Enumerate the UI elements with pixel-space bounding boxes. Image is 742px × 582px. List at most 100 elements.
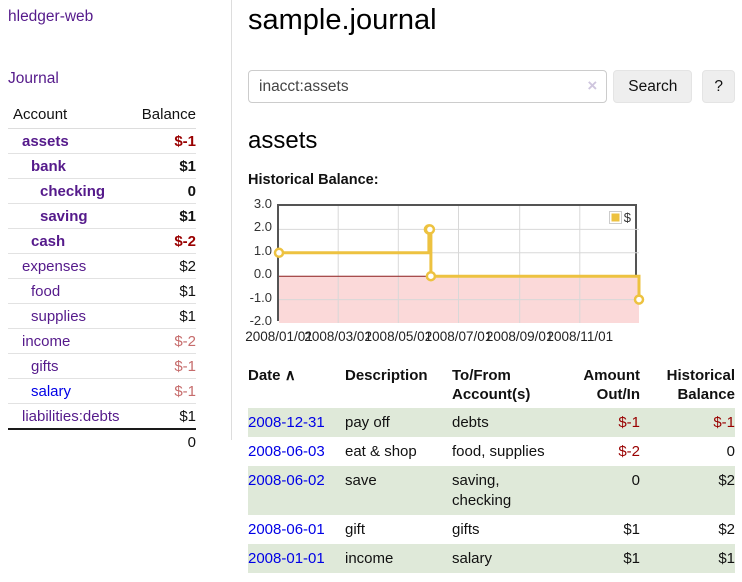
account-row: salary $-1 [8,378,196,404]
sidebar-account-link[interactable]: supplies [31,307,87,325]
chart-x-axis-label: 2008/09/01 [485,329,554,344]
help-button[interactable]: ? [702,70,735,103]
transaction-balance: $1 [718,550,735,567]
sidebar-account-balance: $-1 [134,353,196,379]
accounts-header-balance: Balance [134,103,196,129]
chart-y-axis-label: -2.0 [249,313,272,328]
sidebar-account-link[interactable]: expenses [22,257,87,275]
transaction-date-link[interactable]: 2008-06-01 [248,521,325,538]
transaction-accounts: gifts [452,521,480,538]
transaction-description: income [345,550,394,567]
sidebar-account-link[interactable]: bank [31,157,67,175]
accounts-total-spacer [8,428,135,454]
chart-data-point [273,247,285,259]
chart-x-axis-label: 2008/07/01 [424,329,493,344]
sidebar-account-link[interactable]: income [22,332,71,350]
transaction-date-link[interactable]: 2008-01-01 [248,550,325,567]
transaction-date-link[interactable]: 2008-06-02 [248,472,325,489]
legend-swatch-icon [608,211,622,224]
clear-search-icon[interactable]: × [587,76,598,95]
transaction-amount: $-1 [618,414,640,431]
sidebar-account-link[interactable]: food [31,282,61,300]
chart-title: Historical Balance: [248,172,379,188]
account-row: bank $1 [8,153,196,179]
transaction-amount: 0 [631,472,640,489]
register-header-description: Description [345,367,428,384]
chart-y-axis-label: -1.0 [249,289,272,305]
search-form: × Search ? [248,70,735,103]
sidebar-account-link[interactable]: salary [31,382,72,400]
transaction-date-link[interactable]: 2008-06-03 [248,443,325,460]
account-row: gifts $-1 [8,353,196,379]
sidebar-account-link[interactable]: checking [40,182,106,200]
sidebar-account-balance: $-2 [134,228,196,254]
account-row: cash $-2 [8,228,196,254]
sidebar-account-balance: $2 [134,253,196,279]
register-header-amount: Amount Out/In [583,367,640,403]
transaction-amount: $1 [623,550,640,567]
transaction-balance: $2 [718,472,735,489]
register-row: 2008-12-31 pay off debts $-1 $-1 [248,408,735,437]
chart-x-axis-label: 2008/05/01 [364,329,433,344]
transaction-balance: $2 [718,521,735,538]
transaction-accounts: salary [452,550,493,567]
sidebar-account-link[interactable]: gifts [31,357,59,375]
chart-x-axis-label: 2008/01/01 [245,329,313,344]
account-row: food $1 [8,278,196,304]
sidebar-account-balance: $-1 [134,128,196,154]
chart-x-axis-label: 2008/03/01 [304,329,372,344]
transaction-amount: $1 [623,521,640,538]
accounts-total-row: 0 [8,428,196,454]
search-button[interactable]: Search [613,70,693,103]
sidebar-account-balance: $1 [134,303,196,329]
sidebar-account-link[interactable]: liabilities:debts [22,407,120,425]
account-row: checking 0 [8,178,196,204]
accounts-header-account: Account [8,103,135,129]
register-header-row: Date ∧ Description To/From Account(s) Am… [248,364,735,408]
register-row: 2008-06-02 save saving, checking 0 $2 [248,466,735,515]
transaction-description: eat & shop [345,443,417,460]
account-row: expenses $2 [8,253,196,279]
transaction-accounts: saving, checking [452,472,512,509]
search-input[interactable] [248,70,608,103]
register-row: 2008-06-03 eat & shop food, supplies $-2 0 [248,437,735,466]
sort-asc-icon: ∧ [284,367,296,384]
brand-link[interactable]: hledger-web [8,8,94,25]
register-row: 2008-01-01 income salary $1 $1 [248,544,735,573]
transaction-date-link[interactable]: 2008-12-31 [248,414,325,431]
sidebar-item-journal[interactable]: Journal [8,70,59,87]
chart-data-point [633,294,645,305]
sidebar-account-balance: $-2 [134,328,196,354]
register-header-date[interactable]: Date ∧ [248,367,296,384]
account-row: saving $1 [8,203,196,229]
account-row: assets $-1 [8,128,196,154]
sidebar-account-balance: 0 [134,178,196,204]
chart-x-axis-label: 2008/11/01 [546,329,614,344]
register-row: 2008-06-01 gift gifts $1 $2 [248,515,735,544]
chart-y-axis-label: 3.0 [253,196,272,211]
sidebar: hledger-web Journal Account Balance asse… [0,0,232,454]
sidebar-account-link[interactable]: cash [31,232,66,250]
account-row: supplies $1 [8,303,196,329]
sidebar-account-link[interactable]: saving [40,207,88,225]
transaction-accounts: debts [452,414,489,431]
chart-data-point [424,224,436,235]
sidebar-account-link[interactable]: assets [22,132,69,150]
accounts-table: Account Balance assets $-1 bank $1 checking 0… [8,103,196,454]
transaction-description: save [345,472,377,489]
account-row: income $-2 [8,328,196,354]
register-table: Date ∧ Description To/From Account(s) Am… [248,364,735,573]
transaction-description: pay off [345,414,390,431]
account-heading: assets [248,127,318,154]
page-title: sample.journal [248,4,437,36]
sidebar-account-balance: $1 [179,407,196,425]
sidebar-account-balance: $1 [134,203,196,229]
account-row: liabilities:debts $1 [8,404,196,430]
sidebar-account-balance: $-1 [134,378,196,404]
sidebar-account-balance: $1 [134,278,196,304]
historical-balance-chart: $3.0 2.0 1.0 0.0 -1.0 -2.0 2008/01/01 2008/03/0… [245,196,735,349]
transaction-description: gift [345,521,366,538]
accounts-total-value: 0 [134,428,196,454]
chart-plot-area: $ [273,204,645,323]
transaction-balance: 0 [726,443,735,460]
